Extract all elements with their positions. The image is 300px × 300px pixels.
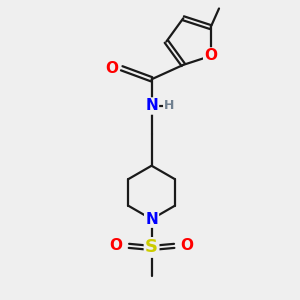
Text: H: H — [164, 100, 174, 112]
Text: O: O — [181, 238, 194, 253]
Text: O: O — [204, 49, 217, 64]
Text: O: O — [110, 238, 123, 253]
Text: O: O — [105, 61, 118, 76]
Text: N: N — [145, 98, 158, 113]
Text: S: S — [145, 238, 158, 256]
Text: N: N — [145, 212, 158, 227]
